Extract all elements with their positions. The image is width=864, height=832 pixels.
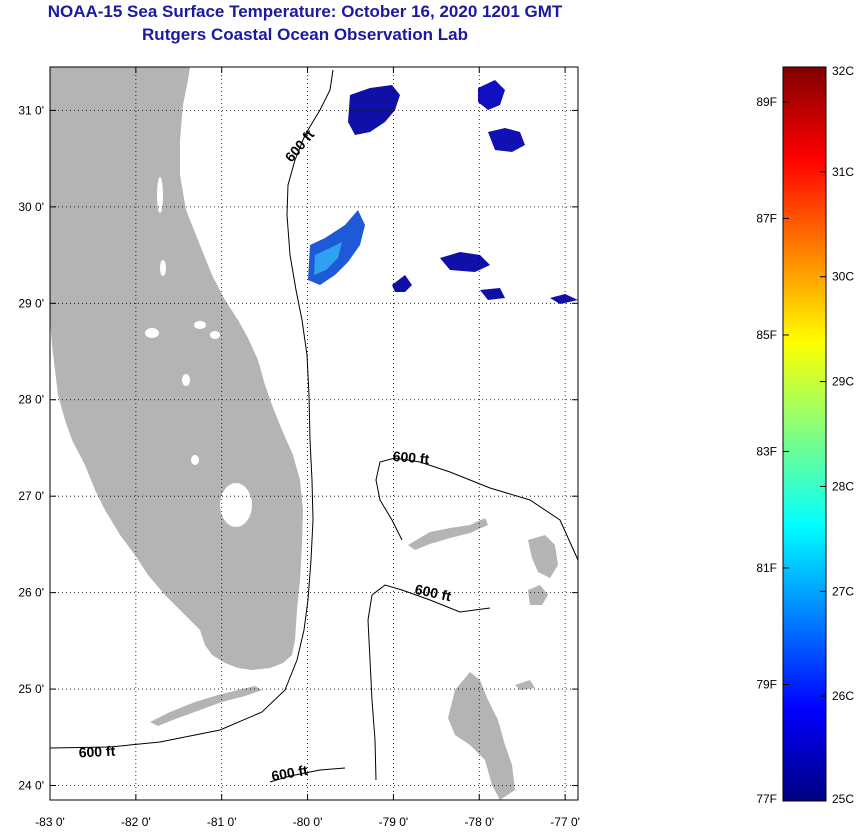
lake-1	[145, 328, 159, 338]
sst-patch-6	[392, 275, 412, 292]
bahamas-grand-bahama	[408, 518, 488, 550]
sst-patch-5	[440, 252, 490, 272]
lat-tick-label: 28 0'	[18, 393, 44, 407]
colorbar-celsius-labels: 32C 31C 30C 29C 28C 27C 26C 25C	[820, 64, 854, 806]
colorbar-celsius-label: 25C	[832, 792, 854, 806]
lon-tick-label: -83 0'	[35, 815, 65, 829]
colorbar-celsius-label: 26C	[832, 689, 854, 703]
lon-tick-label: -79 0'	[379, 815, 409, 829]
contour-bahamas-north	[375, 457, 578, 561]
lake-7	[210, 331, 220, 339]
contour-label: 600 ft	[392, 448, 430, 467]
lake-okeechobee	[220, 483, 252, 527]
lat-tick-label: 31 0'	[18, 103, 44, 117]
map-frame	[49, 66, 579, 801]
lon-tick-label: -81 0'	[207, 815, 237, 829]
colorbar-fahrenheit-labels: 89F 87F 85F 83F 81F 79F 77F	[756, 95, 789, 806]
lon-tick-labels: -83 0' -82 0' -81 0' -80 0' -79 0' -78 0' -77 …	[35, 815, 580, 829]
florida-keys	[150, 686, 262, 726]
contour-florida-shelf	[50, 69, 334, 749]
contour-bahamas-south	[367, 584, 491, 781]
lake-6	[157, 177, 163, 213]
map-title: NOAA-15 Sea Surface Temperature: October…	[47, 2, 563, 21]
contour-label: 600 ft	[414, 581, 453, 604]
colorbar-fahrenheit-label: 85F	[756, 328, 777, 342]
bahamas-andros	[448, 672, 515, 800]
lat-tick-labels: 31 0' 30 0' 29 0' 28 0' 27 0' 26 0' 25 0' 24 0'	[18, 103, 44, 792]
colorbar-celsius-label: 32C	[832, 64, 854, 78]
colorbar-fahrenheit-label: 83F	[756, 444, 777, 458]
contour-label: 600 ft	[270, 762, 309, 784]
colorbar-fahrenheit-label: 77F	[756, 792, 777, 806]
colorbar-fahrenheit-label: 81F	[756, 561, 777, 575]
lake-5	[160, 260, 166, 276]
lake-2	[194, 321, 206, 329]
lat-tick-label: 24 0'	[18, 779, 44, 793]
bahamas-small-1	[528, 585, 548, 605]
lake-3	[182, 374, 190, 386]
lat-tick-label: 29 0'	[18, 296, 44, 310]
lon-tick-label: -82 0'	[121, 815, 151, 829]
sst-patch-2	[478, 80, 505, 110]
lon-tick-label: -77 0'	[550, 815, 580, 829]
lat-tick-label: 30 0'	[18, 200, 44, 214]
lat-lon-grid	[50, 67, 578, 800]
sst-patches	[308, 80, 578, 304]
lake-4	[191, 455, 199, 465]
colorbar-celsius-label: 29C	[832, 375, 854, 389]
colorbar-celsius-label: 27C	[832, 584, 854, 598]
contour-bottom	[269, 767, 346, 783]
colorbar-celsius-label: 28C	[832, 479, 854, 493]
depth-contours	[50, 69, 578, 783]
sst-patch-7	[480, 288, 505, 300]
axis-ticks	[49, 67, 578, 800]
sst-patch-4b	[314, 242, 342, 275]
colorbar-fahrenheit-label: 87F	[756, 211, 777, 225]
colorbar-celsius-label: 31C	[832, 165, 854, 179]
lon-tick-label: -78 0'	[464, 815, 494, 829]
map-area	[50, 67, 578, 800]
map-subtitle: Rutgers Coastal Ocean Observation Lab	[142, 25, 468, 44]
lat-tick-label: 27 0'	[18, 489, 44, 503]
sst-patch-1	[348, 85, 400, 135]
lat-tick-label: 26 0'	[18, 586, 44, 600]
colorbar-gradient	[782, 66, 827, 802]
bahamas-abaco	[528, 535, 558, 578]
colorbar-fahrenheit-label: 79F	[756, 677, 777, 691]
colorbar-fahrenheit-label: 89F	[756, 95, 777, 109]
sst-patch-3	[488, 128, 525, 152]
lat-tick-label: 25 0'	[18, 682, 44, 696]
bahamas-small-2	[515, 680, 535, 690]
contour-label: 600 ft	[78, 743, 116, 761]
colorbar-celsius-label: 30C	[832, 270, 854, 284]
sst-patch-8	[550, 294, 578, 304]
lon-tick-label: -80 0'	[293, 815, 323, 829]
